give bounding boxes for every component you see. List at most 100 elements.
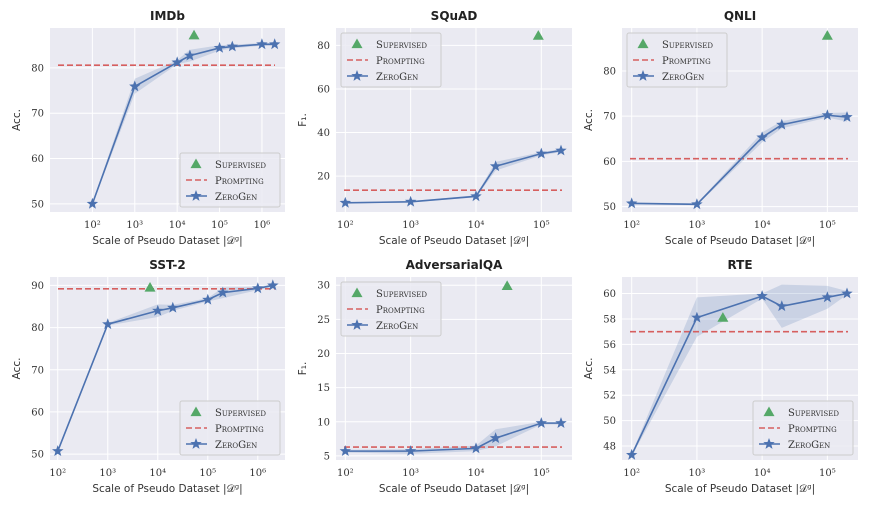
x-tick-label: 10³ <box>99 468 116 479</box>
x-tick-label: 10⁵ <box>533 468 550 479</box>
legend-label-supervised: Supervised <box>376 40 427 51</box>
subplot-title: AdversarialQA <box>406 258 503 272</box>
subplot-sst-2: 10² 10³ 10⁴ 10⁵ 10⁶ 50 60 70 80 90 SST-2 Scale of P… <box>11 258 285 495</box>
y-tick-label: 50 <box>31 199 44 210</box>
y-tick-label: 60 <box>603 289 616 300</box>
y-tick-label: 30 <box>317 281 330 292</box>
zerogen-point <box>202 293 214 305</box>
legend-supervised-marker <box>637 38 649 49</box>
zerogen-point <box>776 300 788 312</box>
x-tick-label: 10⁴ <box>468 220 485 231</box>
y-tick-label: 56 <box>603 340 616 351</box>
y-tick-label: 90 <box>31 281 44 292</box>
x-tick-label: 10⁵ <box>819 468 836 479</box>
legend-zerogen-marker <box>351 319 363 330</box>
y-tick-label: 25 <box>317 315 330 326</box>
subplot-title: RTE <box>727 258 752 272</box>
zerogen-point <box>52 445 64 456</box>
x-tick-label: 10³ <box>126 220 143 231</box>
zerogen-point <box>756 290 768 301</box>
y-tick-label: 20 <box>317 172 330 183</box>
legend-label-zerogen: ZeroGen <box>788 440 830 451</box>
x-tick-label: 10⁴ <box>149 468 166 479</box>
x-tick-label: 10² <box>623 468 640 479</box>
x-axis-label: Scale of Pseudo Dataset |𝒟ᵍ| <box>379 235 529 247</box>
legend-zerogen-marker <box>190 438 202 449</box>
legend-supervised-marker <box>351 38 363 49</box>
legend-box <box>626 32 728 88</box>
legend-zerogen-marker <box>763 438 775 449</box>
y-axis-label: F₁. <box>297 362 309 376</box>
y-tick-label: 60 <box>31 154 44 165</box>
zerogen-point <box>152 304 164 316</box>
zerogen-point <box>171 56 183 68</box>
y-tick-label: 60 <box>31 407 44 418</box>
legend-label-supervised: Supervised <box>376 289 427 300</box>
legend-supervised-marker <box>763 406 775 417</box>
legend-label-prompting: Prompting <box>376 305 425 316</box>
y-tick-label: 60 <box>317 84 330 95</box>
legend: Supervised Prompting ZeroGen <box>179 152 281 208</box>
x-tick-label: 10² <box>337 220 354 231</box>
subplot-title: SST-2 <box>149 258 186 272</box>
zerogen-point <box>691 198 703 210</box>
legend-label-supervised: Supervised <box>788 408 839 419</box>
y-tick-label: 80 <box>31 63 44 74</box>
legend-label-supervised: Supervised <box>662 40 713 51</box>
zerogen-point <box>841 287 853 299</box>
zerogen-error-band <box>631 284 847 457</box>
legend-label-prompting: Prompting <box>215 176 264 187</box>
x-tick-label: 10² <box>337 468 354 479</box>
zerogen-line <box>631 114 848 206</box>
legend-label-zerogen: ZeroGen <box>662 72 704 83</box>
x-tick-label: 10³ <box>402 468 419 479</box>
legend: Supervised Prompting ZeroGen <box>626 32 728 88</box>
zerogen-point <box>489 432 502 443</box>
legend-supervised-marker <box>190 406 202 417</box>
supervised-point <box>144 282 156 292</box>
x-axis-label: Scale of Pseudo Dataset |𝒟ᵍ| <box>92 483 242 495</box>
zerogen-point <box>217 286 229 298</box>
x-tick-label: 10⁴ <box>468 468 485 479</box>
y-tick-label: 70 <box>31 109 44 120</box>
supervised-point <box>717 312 729 322</box>
legend-box <box>752 400 854 456</box>
y-tick-label: 20 <box>317 349 330 360</box>
zerogen-point <box>86 197 99 209</box>
y-tick-label: 50 <box>603 416 616 427</box>
supervised-point <box>821 30 833 40</box>
zerogen-point <box>626 448 638 460</box>
legend-box <box>340 32 442 88</box>
zerogen-point <box>470 190 482 202</box>
x-tick-label: 10² <box>49 468 66 479</box>
zerogen-point <box>626 197 638 209</box>
zerogen-point <box>535 147 547 159</box>
x-axis-label: Scale of Pseudo Dataset |𝒟ᵍ| <box>665 483 815 495</box>
y-tick-label: 80 <box>603 66 616 77</box>
zerogen-error-band <box>92 42 275 205</box>
zerogen-point <box>252 282 264 294</box>
zerogen-point <box>269 38 281 50</box>
zerogen-point <box>756 131 768 143</box>
legend-label-prompting: Prompting <box>215 424 264 435</box>
legend-zerogen-marker <box>351 70 363 81</box>
y-tick-label: 80 <box>31 323 44 334</box>
y-tick-label: 58 <box>603 314 616 325</box>
zerogen-point <box>535 417 547 428</box>
x-tick-label: 10³ <box>402 220 419 231</box>
zerogen-point <box>226 40 238 52</box>
zerogen-point <box>470 442 482 454</box>
subplot-qnli: 10² 10³ 10⁴ 10⁵ 50 60 70 80 QNLI Scale of Pseudo … <box>583 9 858 247</box>
zerogen-error-band <box>345 421 561 454</box>
legend-supervised-marker <box>190 158 202 169</box>
legend-label-prompting: Prompting <box>662 56 711 67</box>
y-tick-label: 48 <box>603 442 616 453</box>
subplot-imdb: 10² 10³ 10⁴ 10⁵ 10⁶ 50 60 70 80 IMDb Scale of Pseu… <box>11 9 285 247</box>
x-tick-label: 10² <box>623 220 640 231</box>
supervised-point <box>532 30 544 40</box>
legend-label-supervised: Supervised <box>215 408 266 419</box>
x-tick-label: 10³ <box>689 220 706 231</box>
legend-label-prompting: Prompting <box>376 56 425 67</box>
y-tick-label: 70 <box>31 365 44 376</box>
